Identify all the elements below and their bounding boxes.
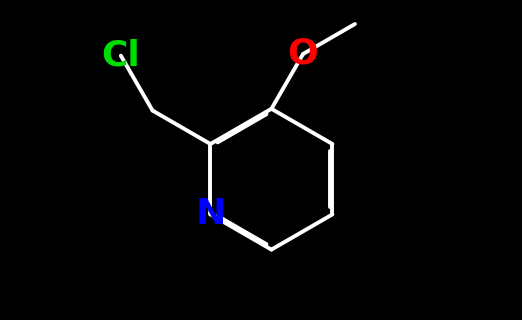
Text: N: N — [195, 197, 226, 231]
Text: Cl: Cl — [101, 39, 140, 73]
Text: O: O — [288, 37, 318, 71]
